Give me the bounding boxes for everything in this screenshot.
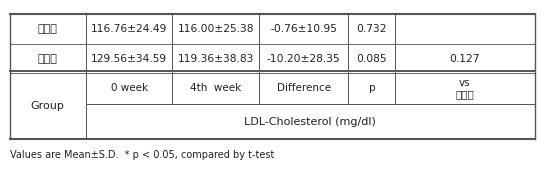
Text: -0.76±10.95: -0.76±10.95 xyxy=(270,24,337,34)
Text: 0.732: 0.732 xyxy=(357,24,387,34)
Text: Difference: Difference xyxy=(276,83,331,94)
Text: 4th  week: 4th week xyxy=(190,83,241,94)
Text: vs
대조군: vs 대조군 xyxy=(456,78,474,99)
Text: 시험군: 시험군 xyxy=(38,54,58,64)
Text: 0.085: 0.085 xyxy=(357,54,387,64)
Text: 116.76±24.49: 116.76±24.49 xyxy=(91,24,167,34)
Text: 129.56±34.59: 129.56±34.59 xyxy=(91,54,167,64)
Text: -10.20±28.35: -10.20±28.35 xyxy=(267,54,340,64)
Text: 116.00±25.38: 116.00±25.38 xyxy=(177,24,254,34)
Text: 119.36±38.83: 119.36±38.83 xyxy=(177,54,254,64)
Text: p: p xyxy=(368,83,375,94)
Text: 0.127: 0.127 xyxy=(450,54,480,64)
Text: Group: Group xyxy=(31,101,65,111)
Text: Values are Mean±S.D.  * p < 0.05, compared by t-test: Values are Mean±S.D. * p < 0.05, compare… xyxy=(10,150,274,160)
Text: 대조군: 대조군 xyxy=(38,24,58,34)
Text: LDL-Cholesterol (mg/dl): LDL-Cholesterol (mg/dl) xyxy=(244,117,376,127)
Text: 0 week: 0 week xyxy=(110,83,148,94)
